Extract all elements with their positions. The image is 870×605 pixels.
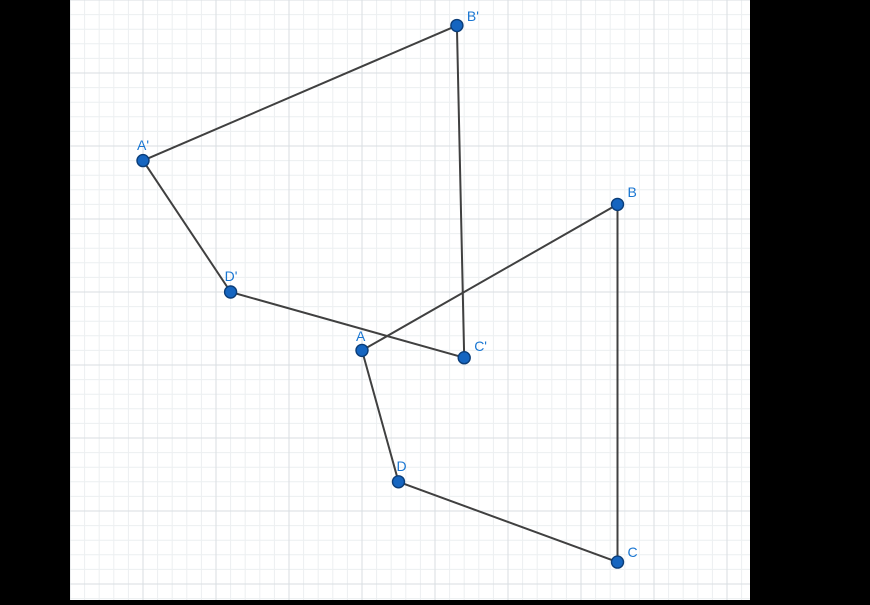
point[interactable] bbox=[137, 155, 149, 167]
grid bbox=[70, 0, 750, 600]
point[interactable] bbox=[451, 20, 463, 32]
edge bbox=[457, 26, 464, 358]
geometry-canvas: ABCDA'B'C'D' bbox=[70, 0, 750, 600]
point[interactable] bbox=[612, 198, 624, 210]
point[interactable] bbox=[225, 286, 237, 298]
point[interactable] bbox=[356, 344, 368, 356]
point[interactable] bbox=[458, 352, 470, 364]
geometry-svg bbox=[70, 0, 750, 600]
edge bbox=[362, 350, 399, 481]
point[interactable] bbox=[612, 556, 624, 568]
point[interactable] bbox=[393, 476, 405, 488]
edge bbox=[143, 26, 457, 161]
